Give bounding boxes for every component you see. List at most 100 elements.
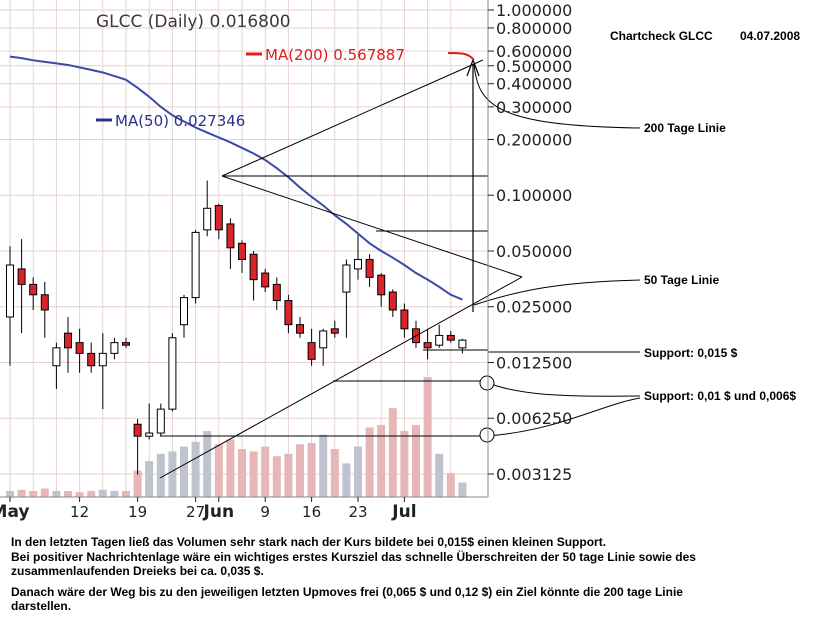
ma200-line [447, 52, 475, 61]
candle-down [75, 342, 84, 354]
candle-down [400, 309, 409, 330]
y-tick-label: 0.300000 [496, 98, 572, 117]
candle-down [214, 205, 223, 231]
volume-bar [354, 446, 362, 497]
candle-down [388, 291, 397, 311]
candle-down [307, 342, 316, 360]
candle-down [29, 283, 38, 296]
candle-down [261, 272, 270, 288]
volume-bar [365, 427, 374, 497]
volume-bar [238, 449, 246, 497]
volume-bar [180, 446, 188, 497]
volume-bar [377, 425, 386, 497]
support-marker-circle [479, 427, 495, 443]
candle-down [423, 342, 432, 349]
volume-bar [87, 491, 96, 497]
y-tick-label: 0.025000 [496, 298, 572, 317]
y-tick-label: 0.006250 [496, 409, 572, 428]
candle-up [168, 337, 177, 410]
volume-bar [122, 491, 130, 497]
candle-down [17, 268, 26, 285]
callout-200-tage [473, 63, 641, 129]
volume-bar [156, 453, 165, 497]
x-tick-label: Jul [391, 502, 416, 522]
candle-down [64, 332, 72, 349]
candle-down [272, 283, 281, 302]
chart-date: 04.07.2008 [740, 29, 800, 43]
candle-down [87, 352, 96, 367]
support-marker-circle [479, 375, 495, 391]
candle-up [203, 207, 212, 231]
candle-down [122, 342, 130, 346]
candle-up [435, 334, 444, 346]
volume-bar [168, 451, 177, 497]
trendline-upper [221, 59, 484, 177]
x-tick-label: 16 [302, 503, 321, 521]
candle-up [180, 297, 188, 326]
candle-up [319, 330, 328, 349]
candle-down [249, 253, 258, 281]
y-tick-label: 0.050000 [496, 242, 572, 261]
volume-bar [319, 434, 328, 497]
volume-bar [40, 488, 49, 497]
analysis-notes: In den letzten Tagen ließ das Volumen se… [11, 535, 811, 614]
candle-down [238, 242, 246, 260]
volume-bar [203, 431, 212, 497]
note-line: Danach wäre der Weg bis zu den jeweilige… [11, 584, 683, 599]
volume-bar [412, 425, 420, 497]
volume-bar [423, 377, 432, 497]
chart-title: GLCC (Daily) 0.016800 [96, 12, 291, 32]
candle-up [342, 264, 351, 293]
volume-bar [272, 456, 281, 497]
volume-bar [296, 444, 304, 497]
volume-bar [133, 470, 142, 497]
y-tick-label: 0.200000 [496, 130, 572, 149]
volume-bar [17, 489, 26, 497]
x-tick-label: 12 [70, 503, 89, 521]
volume-bar [261, 446, 270, 497]
volume-bar [6, 491, 14, 497]
callout-support-006 [487, 397, 641, 437]
x-tick-label: May [0, 502, 29, 522]
volume-bar [29, 491, 38, 497]
candle-down [40, 294, 49, 311]
x-tick-label: 9 [260, 503, 270, 521]
candle-down [377, 274, 386, 296]
chartcheck-label: Chartcheck GLCC [610, 29, 713, 43]
ma50-line [9, 55, 463, 301]
volume-bar [342, 463, 351, 497]
candle-up [52, 347, 61, 367]
y-tick-label: 0.800000 [496, 19, 572, 38]
volume-bar [388, 408, 397, 497]
x-tick-label: Jun [203, 502, 235, 522]
candle-up [110, 342, 119, 354]
candle-down [365, 258, 374, 278]
volume-bar [330, 449, 339, 497]
y-tick-label: 0.400000 [496, 75, 572, 94]
volume-bar [75, 492, 84, 497]
ma200-label: MA(200) 0.567887 [265, 46, 405, 64]
note-line: darstellen. [11, 599, 72, 613]
y-tick-label: 1.000000 [496, 1, 572, 20]
volume-bar [191, 441, 200, 497]
volume-bar [110, 491, 119, 497]
candles [6, 180, 467, 475]
volume-bar [435, 453, 444, 497]
ma50-line-group [9, 55, 463, 301]
y-tick-label: 0.100000 [496, 186, 572, 205]
callout-support-01 [487, 382, 641, 397]
candle-up [145, 432, 154, 437]
candle-up [98, 352, 107, 367]
y-tick-label: 0.600000 [496, 42, 572, 61]
y-tick-label: 0.003125 [496, 465, 572, 484]
candle-down [330, 328, 339, 334]
volume-bar [52, 491, 61, 497]
volume-bar [98, 489, 107, 497]
ma50-label: MA(50) 0.027346 [115, 112, 245, 130]
note-line: In den letzten Tagen ließ das Volumen se… [11, 535, 607, 549]
volume-bar [458, 482, 467, 497]
x-tick-label: 27 [186, 503, 205, 521]
